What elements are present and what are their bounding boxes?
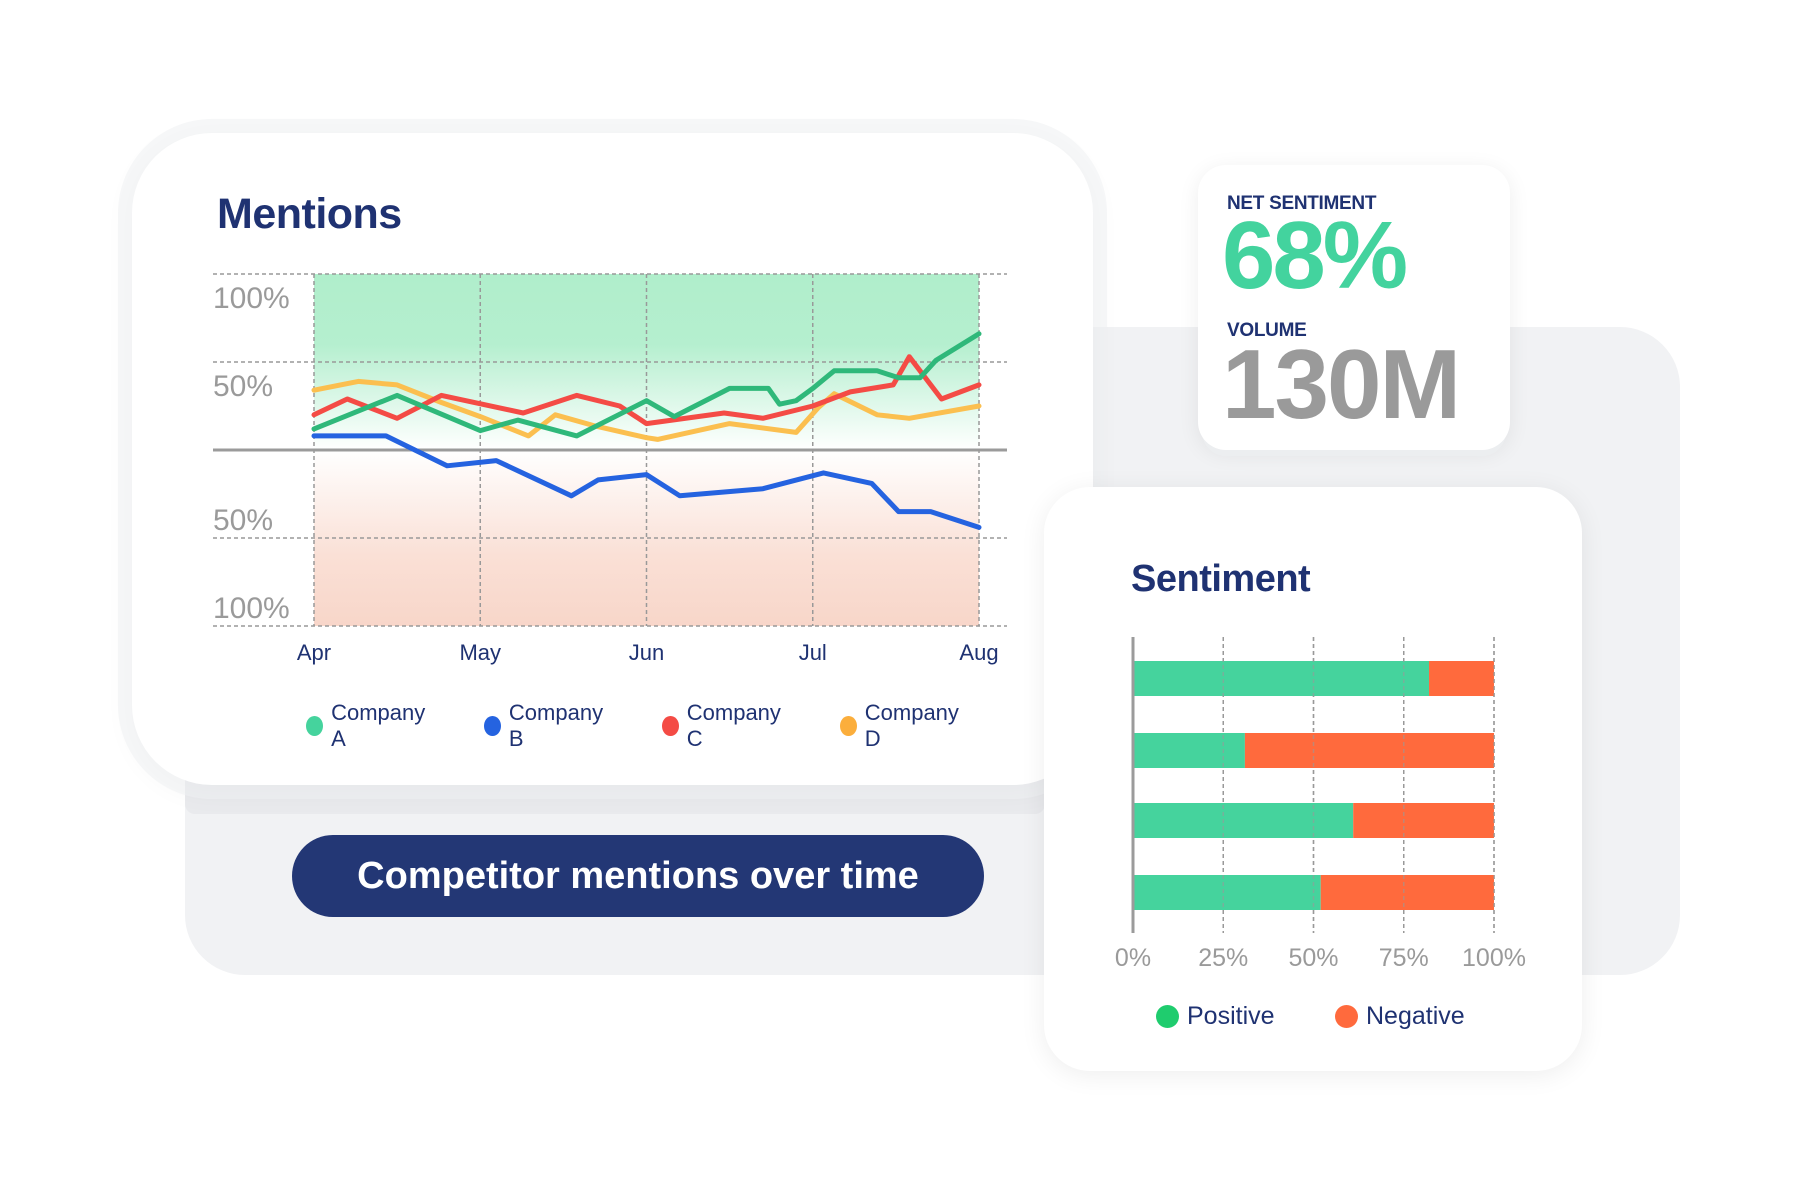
legend-label: Company B xyxy=(508,700,604,751)
legend-item-company-a[interactable]: Company A xyxy=(306,700,428,752)
volume-value: 130M xyxy=(1222,329,1461,439)
net-sentiment-label: NET SENTIMENT xyxy=(1227,193,1377,214)
legend-dot-icon xyxy=(840,716,857,736)
legend-label: Company C xyxy=(686,700,781,751)
legend-item-company-d[interactable]: Company D xyxy=(840,700,962,752)
legend-item-company-b[interactable]: Company B xyxy=(484,700,606,752)
stats-card xyxy=(1198,165,1510,450)
legend-item-company-c[interactable]: Company C xyxy=(662,700,784,752)
legend-item-negative[interactable]: Negative xyxy=(1335,1002,1465,1031)
legend-dot-icon xyxy=(306,716,324,736)
sentiment-title: Sentiment xyxy=(1131,558,1311,600)
legend-item-positive[interactable]: Positive xyxy=(1156,1002,1275,1031)
legend-dot-icon xyxy=(1335,1005,1358,1028)
net-sentiment-value: 68% xyxy=(1222,202,1408,309)
sentiment-card xyxy=(1044,487,1582,1071)
legend-dot-icon xyxy=(484,716,501,736)
legend-label: Company D xyxy=(864,700,959,751)
legend-label: Negative xyxy=(1366,1002,1465,1030)
mentions-title: Mentions xyxy=(217,190,402,238)
competitor-mentions-button[interactable]: Competitor mentions over time xyxy=(292,835,984,917)
volume-label: VOLUME xyxy=(1227,320,1307,341)
legend-label: Positive xyxy=(1187,1002,1275,1030)
legend-label: Company A xyxy=(331,700,426,751)
legend-dot-icon xyxy=(662,716,679,736)
legend-dot-icon xyxy=(1156,1005,1179,1028)
